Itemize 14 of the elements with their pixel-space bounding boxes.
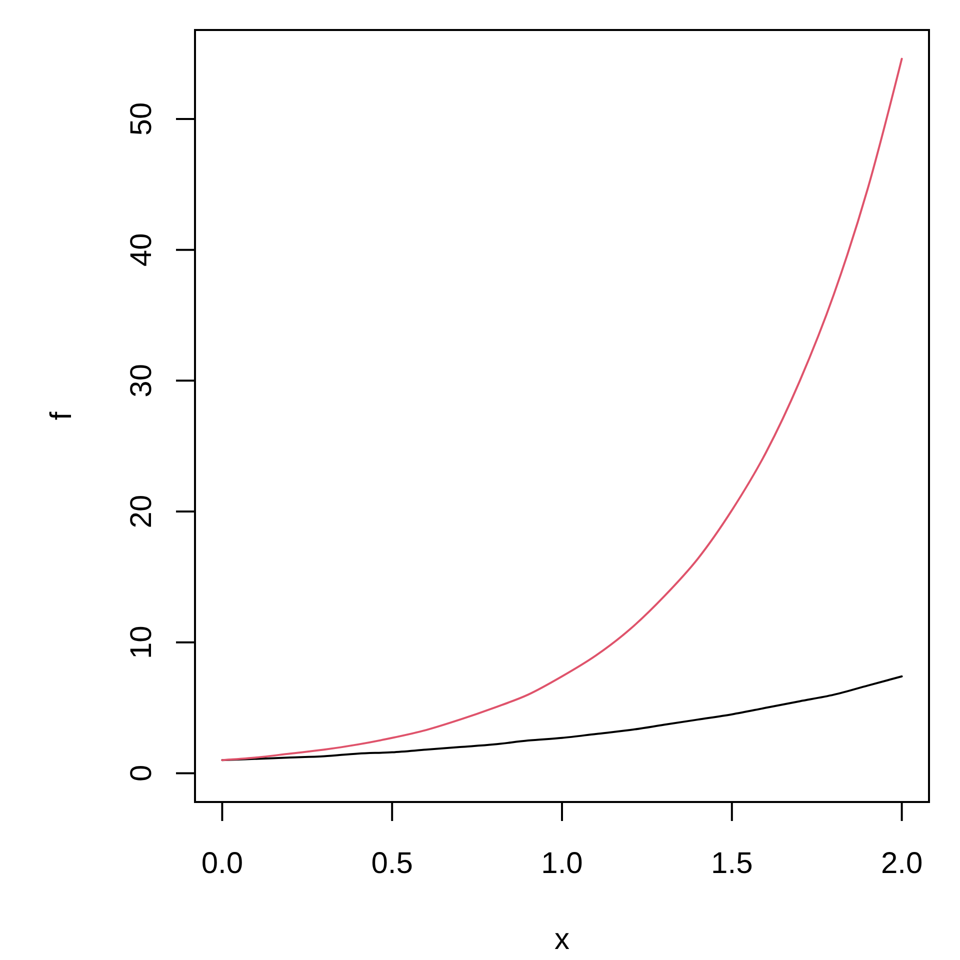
y-tick-label: 20 bbox=[125, 494, 158, 528]
x-axis-title: x bbox=[554, 923, 570, 956]
x-tick-label: 0.0 bbox=[201, 847, 244, 880]
y-tick-label: 50 bbox=[125, 102, 158, 136]
x-tick-label: 2.0 bbox=[880, 847, 923, 880]
x-tick-label: 1.5 bbox=[711, 847, 753, 880]
line-series bbox=[221, 58, 903, 762]
y-tick-label: 40 bbox=[125, 233, 158, 267]
x-tick-label: 0.5 bbox=[371, 847, 413, 880]
y-axis-title: f bbox=[45, 411, 78, 420]
x-tick-label: 1.0 bbox=[541, 847, 583, 880]
y-tick-label: 0 bbox=[125, 764, 158, 782]
y-tick-label: 30 bbox=[125, 364, 158, 398]
y-tick-label: 10 bbox=[125, 626, 158, 660]
